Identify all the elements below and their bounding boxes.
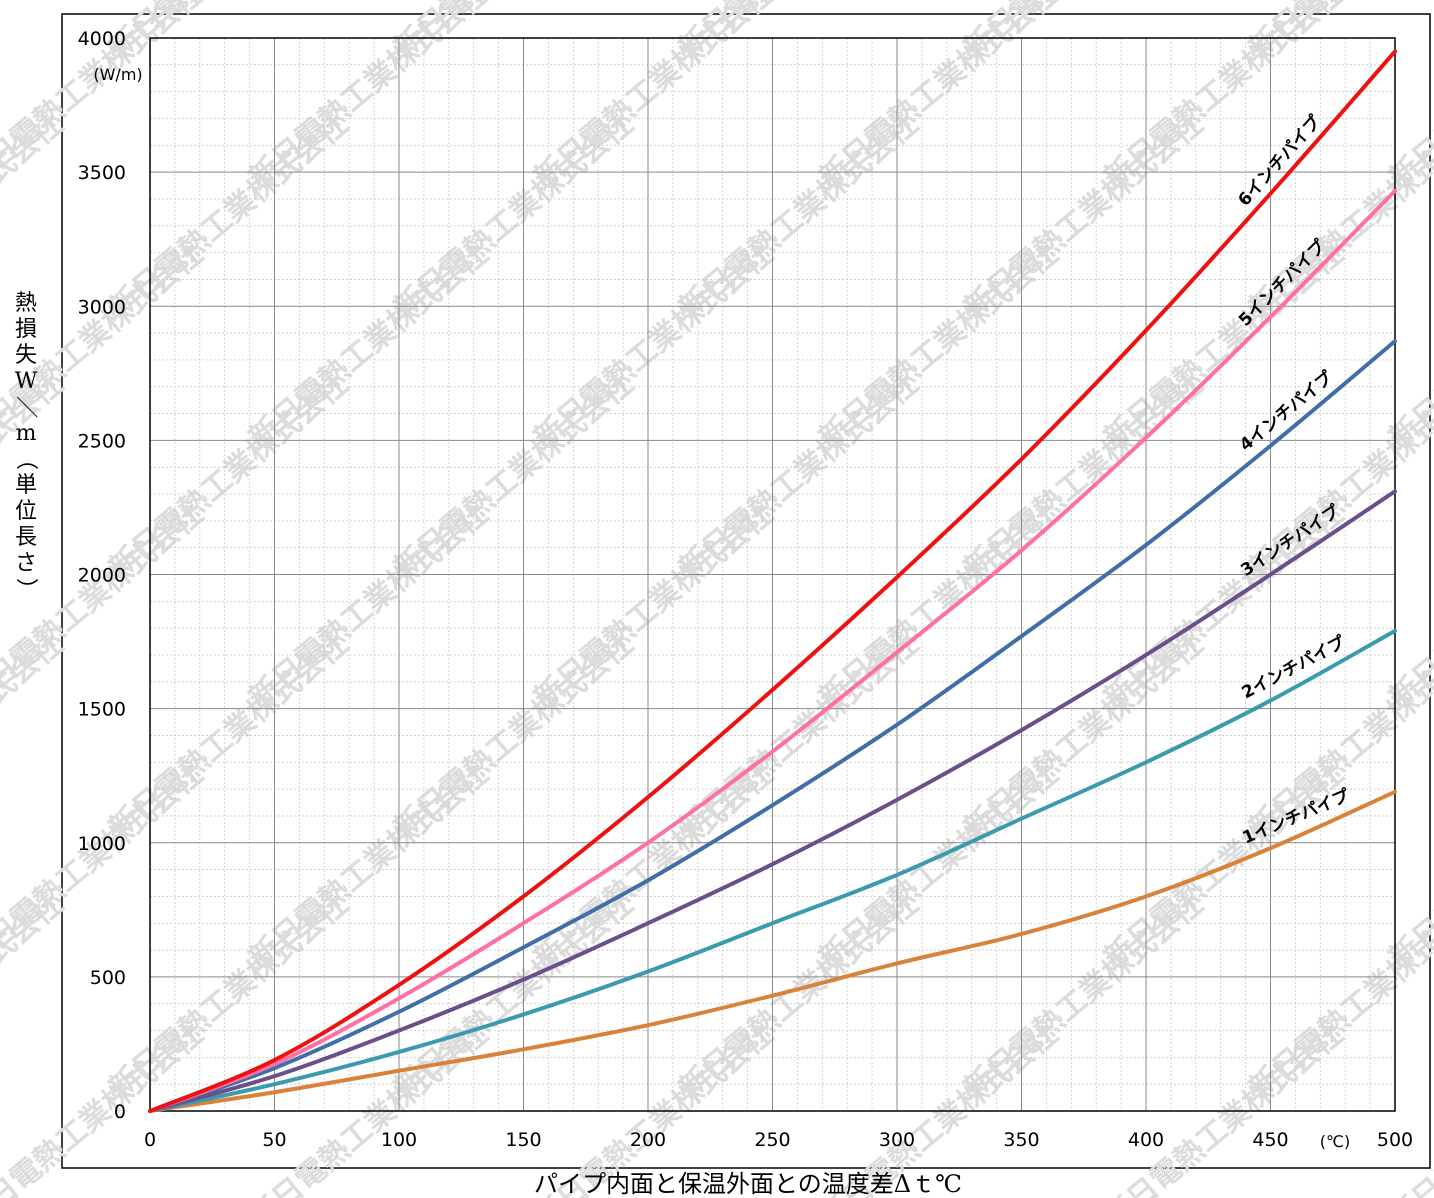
y-tick-label: 4000 xyxy=(78,28,126,50)
x-tick-label: 100 xyxy=(381,1129,417,1151)
x-tick-label: 300 xyxy=(879,1129,915,1151)
y-tick-labels: 0 500 1000 1500 2000 2500 3000 3500 4000 xyxy=(78,28,126,1123)
y-tick-label: 2500 xyxy=(78,430,126,452)
series-line xyxy=(148,628,1397,1113)
series-line xyxy=(148,489,1397,1113)
x-tick-label: 250 xyxy=(754,1129,790,1151)
y-tick-label: 500 xyxy=(90,967,126,989)
y-axis-label-char: 熱 xyxy=(15,291,37,316)
x-tick-label: 200 xyxy=(630,1129,666,1151)
x-tick-label: 400 xyxy=(1128,1129,1164,1151)
y-axis-label-char: 損 xyxy=(15,317,37,342)
series-line xyxy=(148,339,1397,1113)
series-label: 6インチパイプ xyxy=(1234,111,1326,211)
series-label: 4インチパイプ xyxy=(1235,366,1337,455)
watermark-text: 新日電熱工業株式会社 xyxy=(0,886,70,1106)
x-unit-label: (℃) xyxy=(1320,1132,1350,1151)
y-tick-label: 1500 xyxy=(78,699,126,721)
x-tick-label: 0 xyxy=(144,1129,156,1151)
y-axis-label-char: 長 xyxy=(15,525,37,550)
chart-frame xyxy=(61,13,1431,1169)
y-tick-label: 1000 xyxy=(78,833,126,855)
x-tick-label: 450 xyxy=(1252,1129,1288,1151)
watermark-text: 新日電熱工業株式会社 xyxy=(0,626,70,846)
y-axis-label-char: 単 xyxy=(15,473,37,498)
y-axis-label-char: さ xyxy=(15,551,37,576)
watermark-text: 新日電熱工業株式会社 xyxy=(1383,1016,1434,1198)
y-axis-label-char: ／ xyxy=(13,396,38,418)
y-axis-label-char: 位 xyxy=(15,499,37,524)
y-axis-label-char: ） xyxy=(13,578,38,600)
x-tick-label: 500 xyxy=(1377,1129,1413,1151)
x-tick-label: 350 xyxy=(1003,1129,1039,1151)
y-unit-label: (W/m) xyxy=(93,65,142,84)
y-tick-label: 3000 xyxy=(78,296,126,318)
series-lines xyxy=(148,49,1397,1113)
plot-area xyxy=(149,37,1396,1112)
x-tick-label: 150 xyxy=(505,1129,541,1151)
major-grid xyxy=(149,37,1396,1112)
y-axis-label-char: m xyxy=(16,421,37,446)
x-axis-label: パイプ内面と保温外面との温度差Δｔ℃ xyxy=(534,1170,962,1198)
y-tick-label: 3500 xyxy=(78,162,126,184)
y-tick-label: 0 xyxy=(114,1101,126,1123)
series-line xyxy=(148,188,1397,1113)
x-tick-label: 50 xyxy=(262,1129,286,1151)
y-tick-label: 2000 xyxy=(78,565,126,587)
y-axis-label-char: W xyxy=(15,369,38,394)
y-axis-label-char: （ xyxy=(13,448,38,470)
x-tick-labels: 0 50 100 150 200 250 300 350 400 450 500 xyxy=(144,1129,1413,1151)
series-line xyxy=(148,49,1397,1113)
y-axis-label-char: 失 xyxy=(15,343,37,368)
series-line xyxy=(148,789,1397,1113)
watermark-text: 新日電熱工業株式会社 xyxy=(0,0,70,66)
watermark-text: 新日電熱工業株式会社 xyxy=(1098,1016,1350,1198)
